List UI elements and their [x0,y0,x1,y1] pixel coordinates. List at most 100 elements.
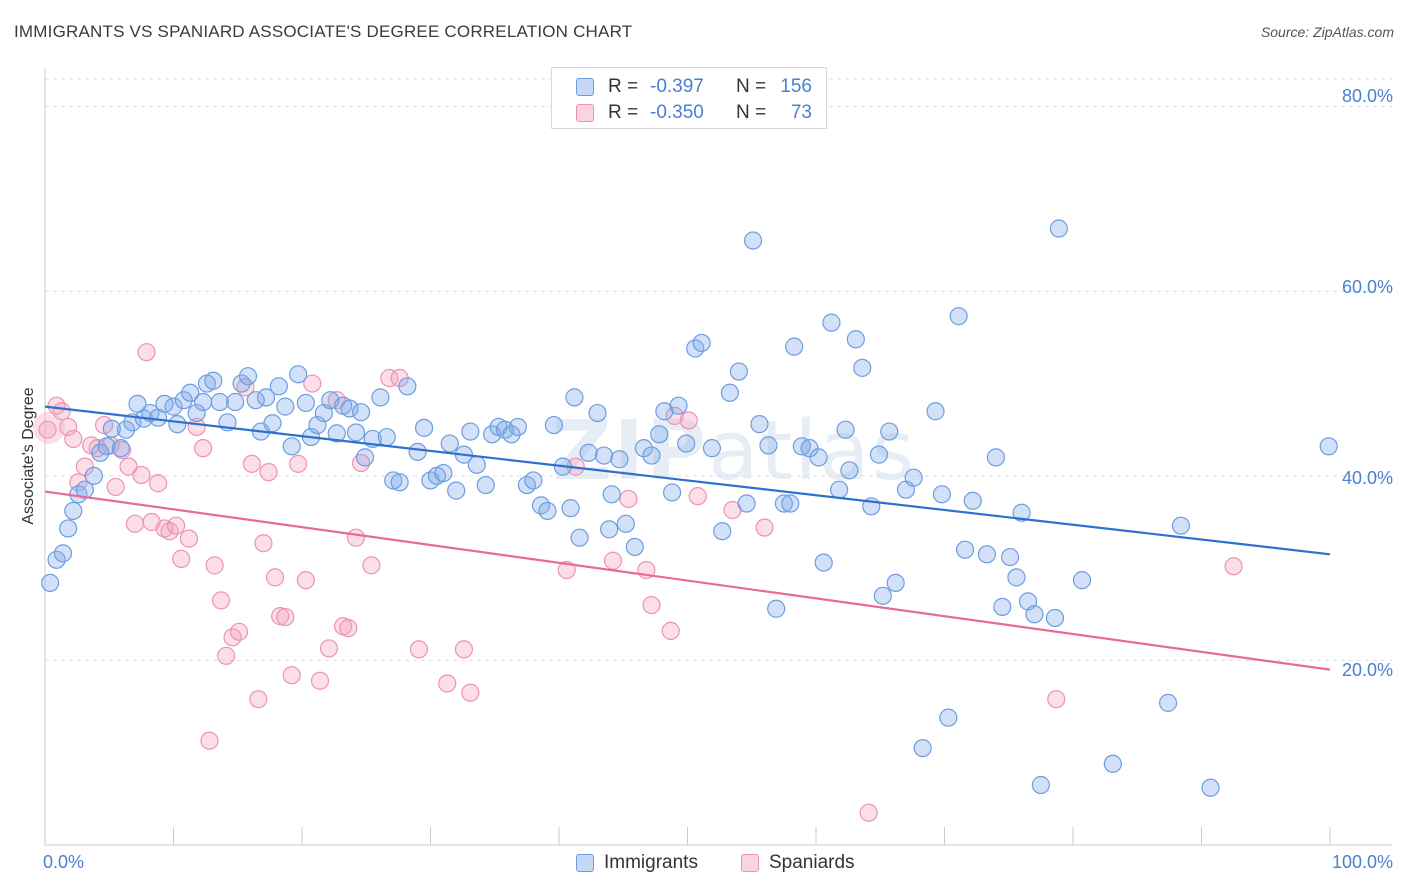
immigrants-point [939,708,958,727]
immigrants-point [238,367,258,386]
spaniards-point [1047,690,1066,709]
spaniards-point [64,429,83,449]
spaniards-point [132,465,151,485]
immigrants-point [289,365,308,384]
immigrants-point [594,446,614,465]
immigrants-point [830,480,849,499]
spaniards-point [211,591,231,610]
spaniards-point [296,571,315,590]
immigrants-point [440,434,459,453]
spaniards-point [265,568,285,587]
y-tick-label-80: 80.0% [1341,86,1393,106]
spaniards-point [242,454,261,473]
legend-n-value: 156 [780,76,812,97]
spaniards-point [217,646,236,665]
immigrants-point [781,494,800,513]
spaniards-point [679,411,698,430]
immigrants-point [565,388,584,407]
immigrants-point [759,436,778,455]
immigrants-point [263,414,282,433]
spaniards-point [755,518,774,537]
immigrants-point [822,313,841,332]
immigrants-point [282,437,301,456]
immigrants-point [75,480,94,499]
spaniards-point [438,674,457,693]
immigrants-point [467,455,486,474]
immigrants-point [355,448,375,467]
spaniards-point [271,607,290,626]
spaniards-point [303,374,322,393]
spaniards-point [362,556,381,575]
immigrants-point [1007,568,1026,587]
immigrants-point [352,403,371,422]
immigrants-point [1319,437,1338,456]
immigrants-point [785,337,804,356]
immigrants-point [91,443,110,462]
immigrants-point [1158,693,1178,712]
immigrants-point [579,443,598,462]
immigrants-point [47,550,66,569]
immigrants-point [570,528,589,547]
immigrants-point [102,419,121,438]
immigrants-trend-line [44,405,1331,556]
spaniards-point [47,396,66,415]
immigrants-point [1049,219,1068,238]
spaniards-point [688,487,707,506]
spaniards-point [205,556,224,575]
immigrants-point [977,545,997,564]
immigrants-point [41,573,60,592]
spaniards-point [193,439,213,458]
immigrants-point [955,540,975,559]
immigrants-point [1025,605,1044,624]
immigrants-point [461,422,480,441]
bottom-legend-swatch-spaniards [741,854,759,872]
immigrants-point [743,231,763,250]
immigrants-point [692,333,711,353]
bottom-legend-immigrants: Immigrants [576,852,698,874]
source-credit: Source: ZipAtlas.com [1260,24,1394,40]
legend-n-label: N = [736,76,767,97]
immigrants-point [327,424,346,443]
spaniards-cluster-point [32,411,65,444]
legend-n-label: N = [736,102,767,123]
immigrants-point [59,519,78,538]
immigrants-point [64,501,83,521]
immigrants-point [246,391,265,410]
spaniards-point [148,474,168,493]
bottom-legend-label-immigrants: Immigrants [604,852,698,873]
immigrants-point [729,362,749,381]
immigrants-point [1045,608,1065,628]
immigrants-point [502,425,521,444]
immigrants-point [296,393,315,413]
legend-r-value: -0.350 [650,102,704,123]
spaniards-point [38,420,57,439]
bottom-legend-swatch-immigrants [576,854,594,872]
immigrants-point [702,439,722,458]
immigrants-point [1171,516,1191,535]
immigrants-point [116,420,136,439]
spaniards-point [179,529,199,548]
spaniards-point [603,551,623,570]
spaniards-point [249,690,268,709]
immigrants-point [97,437,116,456]
x-tick-label-max: 100.0% [1331,852,1393,872]
immigrants-point [371,388,390,407]
immigrants-point [669,396,688,415]
immigrants-point [226,392,245,412]
spaniards-point [461,683,480,702]
spaniards-point [859,803,878,822]
immigrants-point [602,485,621,504]
immigrants-point [720,383,740,402]
immigrants-point [767,599,786,618]
immigrants-point [390,473,409,492]
legend-r-value: -0.397 [650,76,704,97]
immigrants-point [53,544,73,563]
immigrants-point [963,491,982,510]
immigrants-point [414,418,434,437]
immigrants-point [880,422,899,441]
immigrants-point [774,494,793,513]
immigrants-point [809,448,828,467]
immigrants-point [932,485,952,504]
spaniards-point [106,477,125,497]
immigrants-point [610,450,629,469]
